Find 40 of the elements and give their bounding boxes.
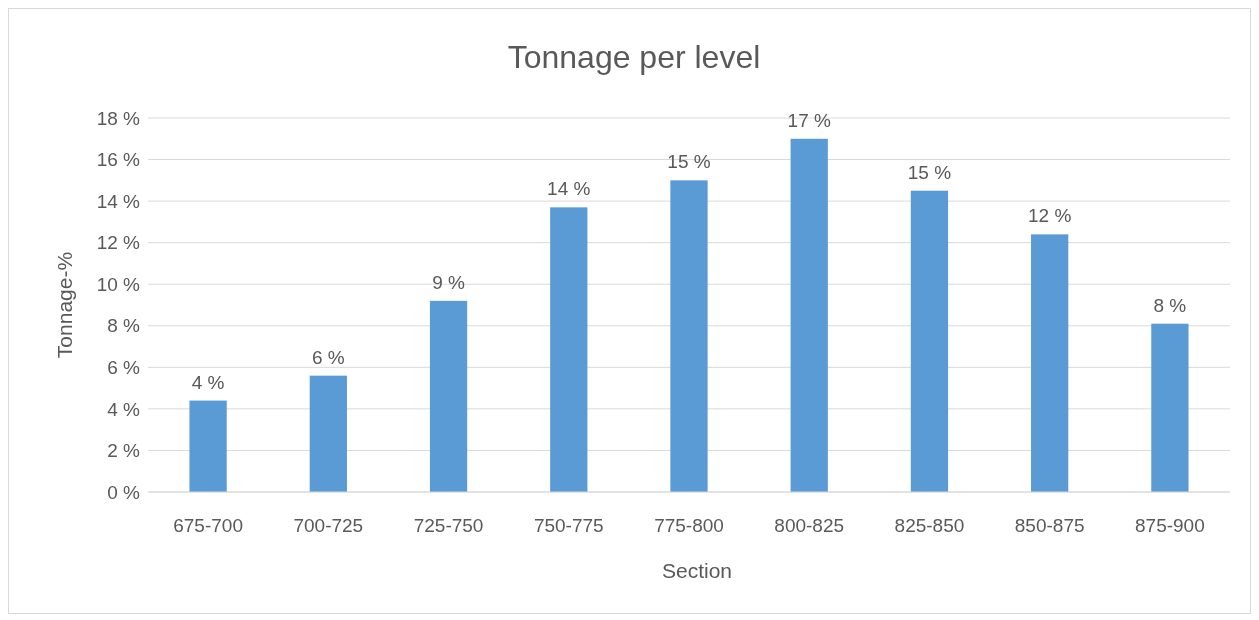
chart-title: Tonnage per level bbox=[507, 39, 761, 75]
data-label: 8 % bbox=[1153, 294, 1187, 316]
data-label: 15 % bbox=[667, 151, 711, 173]
x-tick-label: 850-875 bbox=[1014, 515, 1085, 536]
bar bbox=[550, 207, 588, 492]
y-tick-label: 10 % bbox=[96, 273, 141, 295]
y-axis-title: Tonnage-% bbox=[53, 251, 76, 359]
bar bbox=[1151, 323, 1189, 492]
bar bbox=[309, 375, 347, 492]
data-label: 6 % bbox=[311, 346, 345, 368]
data-label: 12 % bbox=[1028, 205, 1072, 227]
bar bbox=[1031, 234, 1069, 492]
y-tick-label: 12 % bbox=[96, 232, 141, 254]
x-axis-title: Section bbox=[661, 559, 733, 582]
data-label: 17 % bbox=[787, 109, 831, 131]
data-label: 14 % bbox=[547, 178, 591, 200]
x-tick-label: 775-800 bbox=[654, 515, 724, 536]
y-tick-label: 0 % bbox=[107, 481, 141, 503]
y-tick-label: 8 % bbox=[107, 315, 141, 337]
y-tick-label: 18 % bbox=[96, 107, 141, 129]
x-tick-label: 750-775 bbox=[533, 515, 604, 536]
x-tick-label: 700-725 bbox=[293, 515, 364, 536]
data-label: 9 % bbox=[432, 271, 466, 293]
y-tick-label: 6 % bbox=[107, 356, 141, 378]
bar bbox=[910, 190, 949, 492]
x-tick-label: 875-900 bbox=[1135, 515, 1205, 536]
data-label: 4 % bbox=[191, 371, 225, 393]
y-tick-label: 16 % bbox=[96, 149, 141, 171]
bar bbox=[670, 180, 708, 492]
bar bbox=[189, 400, 227, 492]
y-tick-label: 2 % bbox=[107, 440, 141, 462]
x-tick-label: 725-750 bbox=[413, 515, 484, 536]
y-tick-label: 14 % bbox=[96, 190, 141, 212]
x-tick-label: 825-850 bbox=[894, 515, 965, 536]
x-tick-label: 675-700 bbox=[173, 515, 243, 536]
data-label: 15 % bbox=[907, 161, 952, 183]
x-tick-label: 800-825 bbox=[774, 515, 845, 536]
bar bbox=[429, 300, 468, 492]
bar bbox=[790, 138, 828, 492]
y-tick-label: 4 % bbox=[107, 398, 141, 420]
